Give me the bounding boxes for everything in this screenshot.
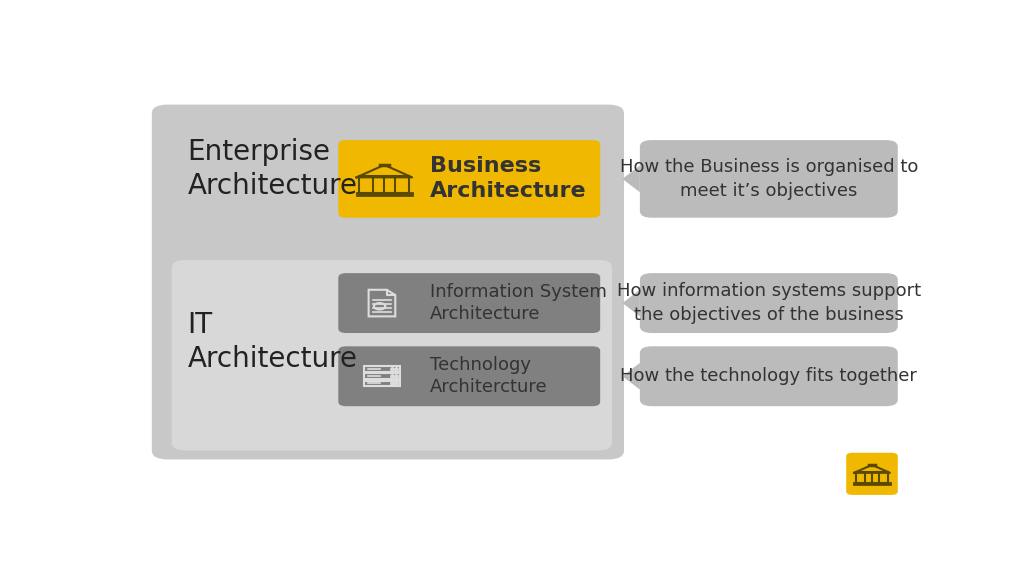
Bar (364, 366, 400, 372)
FancyBboxPatch shape (338, 273, 600, 333)
FancyBboxPatch shape (152, 105, 624, 460)
Polygon shape (623, 165, 640, 192)
Polygon shape (623, 363, 640, 389)
Bar (364, 381, 400, 386)
Text: How the technology fits together: How the technology fits together (621, 367, 918, 385)
Text: How information systems support
the objectives of the business: How information systems support the obje… (616, 282, 921, 324)
FancyBboxPatch shape (640, 273, 898, 333)
FancyBboxPatch shape (640, 346, 898, 406)
Text: Information System
Architecture: Information System Architecture (430, 283, 606, 323)
Bar (856, 472, 888, 483)
Text: Technology
Architercture: Technology Architercture (430, 356, 547, 396)
Text: Enterprise
Architecture: Enterprise Architecture (187, 138, 357, 200)
FancyBboxPatch shape (640, 140, 898, 218)
FancyBboxPatch shape (172, 260, 612, 450)
Text: IT
Architecture: IT Architecture (187, 310, 357, 373)
FancyBboxPatch shape (338, 346, 600, 406)
FancyBboxPatch shape (846, 453, 898, 495)
FancyBboxPatch shape (338, 140, 600, 218)
Bar (359, 176, 410, 193)
Polygon shape (623, 290, 640, 316)
Bar (364, 373, 400, 379)
Text: Business
Architecture: Business Architecture (430, 157, 586, 201)
Text: How the Business is organised to
meet it’s objectives: How the Business is organised to meet it… (620, 158, 919, 200)
